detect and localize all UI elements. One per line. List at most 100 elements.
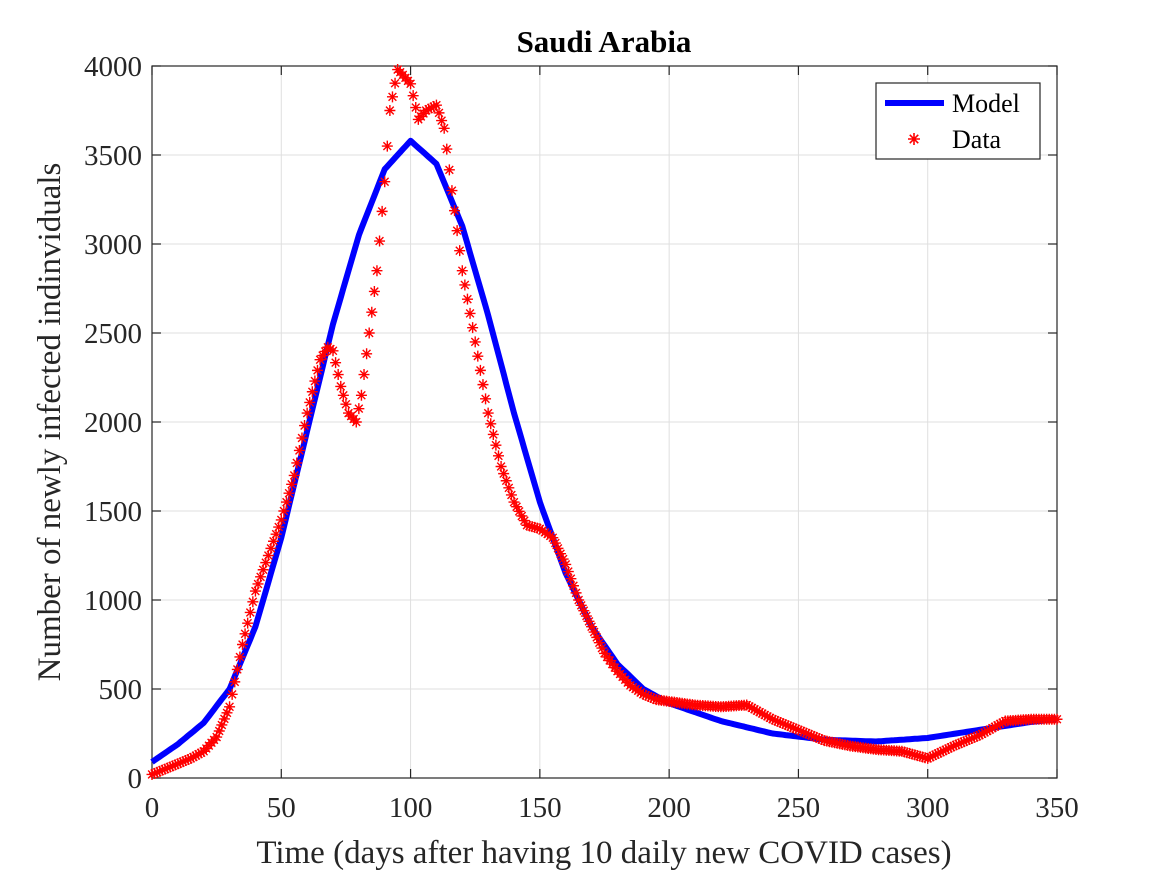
- data-point: [151, 766, 163, 778]
- data-point: [162, 762, 174, 774]
- data-point: [221, 707, 233, 719]
- data-point: [555, 548, 567, 560]
- data-point: [283, 487, 295, 499]
- data-point: [772, 715, 784, 727]
- data-point: [596, 642, 608, 654]
- data-point: [645, 692, 657, 704]
- data-point: [469, 336, 481, 348]
- data-point: [955, 737, 967, 749]
- data-point: [593, 637, 605, 649]
- data-point: [741, 699, 753, 711]
- data-point: [423, 103, 435, 115]
- data-point: [917, 751, 929, 763]
- data-point: [430, 99, 442, 111]
- data-point: [513, 505, 525, 517]
- data-point: [935, 746, 947, 758]
- x-axis-label: Time (days after having 10 daily new COV…: [256, 835, 951, 871]
- x-tick-label: 250: [777, 792, 821, 824]
- data-point: [474, 364, 486, 376]
- data-point: [482, 407, 494, 419]
- data-point: [146, 768, 158, 780]
- data-point: [914, 750, 926, 762]
- chart-title: Saudi Arabia: [517, 24, 692, 59]
- data-point: [769, 714, 781, 726]
- data-point: [516, 510, 528, 522]
- data-point: [410, 102, 422, 114]
- data-point: [805, 729, 817, 741]
- data-point: [335, 380, 347, 392]
- data-point: [787, 722, 799, 734]
- data-point: [337, 389, 349, 401]
- data-point: [567, 580, 579, 592]
- data-point: [795, 725, 807, 737]
- data-point: [580, 610, 592, 622]
- data-point: [896, 745, 908, 757]
- data-point: [961, 735, 972, 747]
- data-point: [262, 550, 274, 561]
- data-point: [472, 350, 484, 362]
- data-point: [280, 496, 292, 508]
- data-point: [531, 522, 543, 534]
- data-point: [759, 709, 771, 721]
- data-point: [459, 279, 471, 291]
- data-point: [588, 626, 600, 638]
- data-point: [552, 542, 564, 554]
- data-point: [229, 676, 241, 688]
- data-point: [167, 760, 179, 772]
- data-point: [291, 457, 303, 469]
- legend-data-swatch: [908, 133, 920, 145]
- data-point: [330, 357, 342, 369]
- data-point: [911, 750, 923, 762]
- data-point: [177, 756, 189, 768]
- data-point: [756, 708, 768, 720]
- data-point: [958, 736, 970, 748]
- data-point: [159, 763, 171, 775]
- y-tick-label: 2000: [84, 407, 142, 439]
- y-tick-label: 500: [99, 674, 143, 706]
- data-point: [407, 90, 419, 102]
- y-axis-label: Number of newly infected indinviduals: [32, 163, 68, 682]
- data-point: [195, 747, 207, 759]
- data-series: [146, 64, 1063, 780]
- data-point: [193, 748, 205, 760]
- data-point: [311, 364, 323, 376]
- data-point: [973, 729, 985, 741]
- data-point: [242, 617, 254, 629]
- data-point: [368, 285, 380, 297]
- legend-model-label: Model: [952, 89, 1020, 118]
- data-point: [244, 606, 256, 618]
- axis-ticks: 0 50 100 150 200 250 300 3500500100015002000250…: [84, 51, 1079, 824]
- data-point: [761, 710, 773, 722]
- data-point: [963, 734, 975, 746]
- data-point: [366, 306, 378, 318]
- data-point: [273, 521, 285, 533]
- data-point: [986, 722, 998, 734]
- data-point: [327, 345, 339, 357]
- data-point: [966, 732, 978, 744]
- data-point: [420, 105, 432, 116]
- data-point: [425, 102, 437, 114]
- data-point: [940, 744, 952, 756]
- data-point: [304, 396, 316, 408]
- data-point: [927, 750, 939, 762]
- data-point: [156, 764, 168, 776]
- data-point: [185, 752, 197, 764]
- data-point: [371, 265, 383, 277]
- data-point: [948, 740, 960, 752]
- data-point: [286, 478, 298, 490]
- data-point: [278, 505, 290, 517]
- data-point: [748, 703, 760, 715]
- data-point: [249, 585, 261, 597]
- data-point: [226, 688, 238, 700]
- data-point: [381, 140, 393, 152]
- data-point: [904, 747, 916, 759]
- data-point: [774, 716, 786, 728]
- data-point: [950, 739, 962, 751]
- data-point: [477, 379, 489, 391]
- data-point: [782, 720, 794, 732]
- data-point: [340, 398, 352, 410]
- data-point: [293, 444, 305, 456]
- data-point: [257, 564, 269, 576]
- data-point: [777, 718, 789, 730]
- x-tick-label: 50: [267, 792, 296, 824]
